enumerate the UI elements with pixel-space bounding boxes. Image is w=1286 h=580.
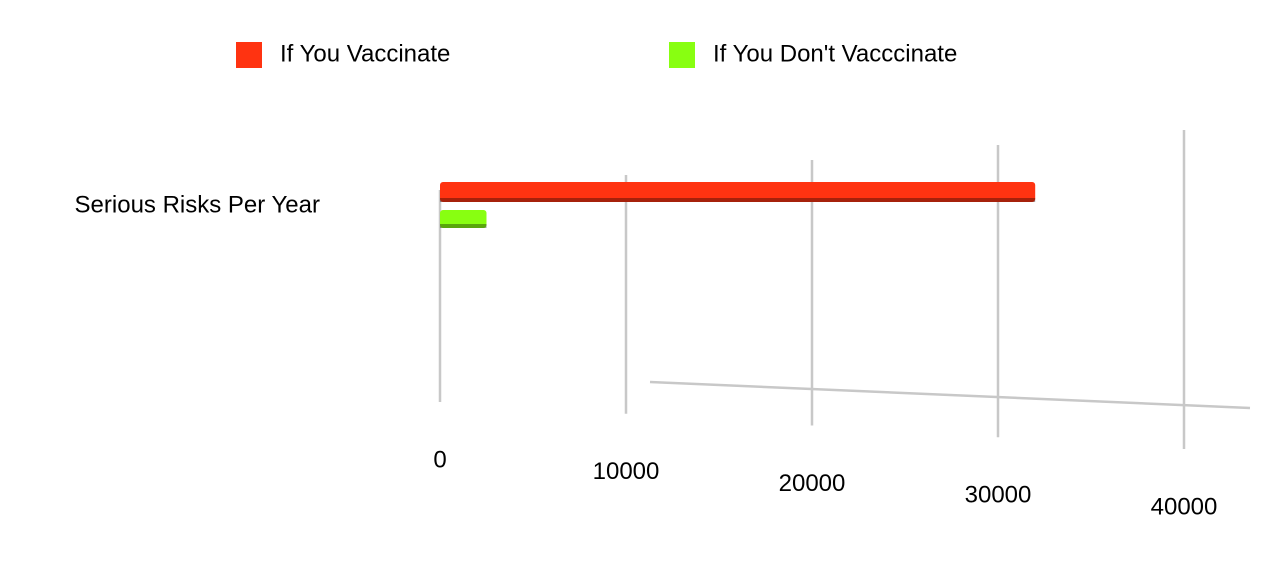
bar bbox=[440, 210, 487, 228]
legend-swatch bbox=[236, 42, 262, 68]
floor-line bbox=[649, 380, 1251, 410]
x-tick-label: 30000 bbox=[965, 482, 1032, 509]
legend-label: If You Vaccinate bbox=[280, 40, 450, 67]
y-tick-label: Serious Risks Per Year bbox=[75, 191, 320, 218]
x-tick-label: 20000 bbox=[779, 470, 846, 497]
x-tick-label: 0 bbox=[433, 446, 446, 473]
bar bbox=[440, 182, 1036, 202]
x-tick-label: 10000 bbox=[593, 458, 660, 485]
legend-swatch bbox=[669, 42, 695, 68]
x-tick-label: 40000 bbox=[1151, 493, 1218, 520]
legend-label: If You Don't Vacccinate bbox=[713, 40, 957, 67]
